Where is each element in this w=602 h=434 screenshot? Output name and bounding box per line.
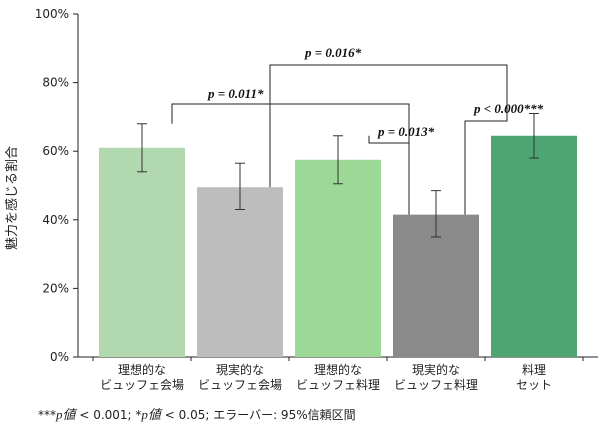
significance-bracket	[464, 113, 508, 215]
significance-bracket	[368, 135, 410, 191]
x-tick-label: 料理	[522, 363, 546, 377]
footnote-stars: ***	[38, 408, 56, 422]
bar	[491, 135, 577, 357]
x-tick-label: ビュッフェ会場	[198, 378, 282, 392]
significance-brackets: p = 0.011* p = 0.016* p = 0.013* p < 0.000*…	[171, 45, 544, 215]
significance-label: p < 0.000***	[473, 101, 544, 116]
footnote-text-2: < 0.05; エラーバー: 95%信頼区間	[160, 408, 356, 422]
y-tick-label: 100%	[35, 7, 69, 21]
y-tick-label: 60%	[42, 144, 69, 158]
footnote-pvalue: p値	[56, 407, 76, 422]
footnote: ***p値 < 0.001; *p値 < 0.05; エラーバー: 95%信頼区…	[38, 404, 356, 423]
x-tick-label: ビュッフェ料理	[296, 378, 380, 392]
bar	[393, 214, 479, 357]
bar	[99, 147, 185, 357]
bar	[295, 159, 381, 357]
y-tick-label: 20%	[42, 281, 69, 295]
significance-label: p = 0.013*	[377, 124, 435, 139]
x-tick-label: ビュッフェ料理	[394, 378, 478, 392]
error-bars	[137, 112, 539, 238]
category-labels: 理想的なビュッフェ会場現実的なビュッフェ会場理想的なビュッフェ料理現実的なビュッ…	[100, 362, 552, 392]
x-tick-label: セット	[516, 378, 552, 392]
x-tick-label: 現実的な	[216, 362, 264, 377]
x-tick-label: 現実的な	[412, 362, 460, 377]
x-tick-label: 理想的な	[314, 362, 362, 377]
y-tick-label: 80%	[42, 76, 69, 90]
y-tick-label: 0%	[50, 350, 69, 364]
x-tick-label: 理想的な	[118, 362, 166, 377]
x-tick-label: ビュッフェ会場	[100, 378, 184, 392]
significance-label: p = 0.011*	[207, 86, 264, 101]
bars	[99, 135, 577, 357]
y-axis-label: 魅力を感じる割合	[4, 146, 20, 250]
bar	[197, 187, 283, 357]
significance-bracket	[269, 64, 508, 188]
significance-label: p = 0.016*	[304, 45, 362, 60]
footnote-text-1: < 0.001; *	[75, 408, 142, 422]
y-tick-label: 40%	[42, 213, 69, 227]
footnote-pvalue: p値	[141, 407, 161, 422]
